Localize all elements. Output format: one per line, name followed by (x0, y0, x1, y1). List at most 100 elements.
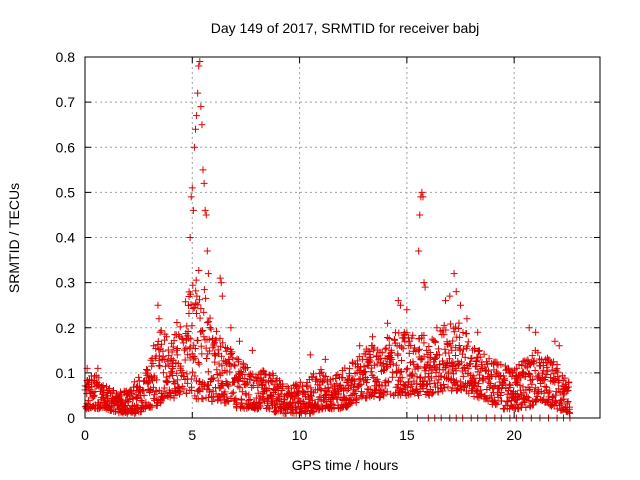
data-point (173, 319, 181, 327)
data-point (201, 380, 209, 388)
data-point (367, 368, 375, 376)
data-points (81, 58, 574, 422)
data-point (498, 397, 506, 405)
data-point (216, 334, 224, 342)
data-point (269, 370, 277, 378)
data-point (261, 370, 269, 378)
data-point (197, 305, 205, 313)
data-point (192, 125, 200, 133)
data-point (155, 315, 163, 323)
data-point (461, 353, 469, 361)
data-point (137, 396, 145, 404)
data-point (425, 342, 433, 350)
data-point (437, 372, 445, 380)
data-point (321, 355, 329, 363)
data-point (190, 352, 198, 360)
data-point (184, 327, 192, 335)
y-axis-title: SRMTID / TECUs (6, 183, 22, 293)
data-point (555, 342, 563, 350)
y-tick-label: 0.8 (56, 49, 76, 65)
data-point (150, 342, 158, 350)
data-point (398, 374, 406, 382)
data-point (475, 347, 483, 355)
data-point (106, 384, 114, 392)
data-point (295, 388, 303, 396)
data-point (191, 392, 199, 400)
data-point (419, 193, 427, 201)
data-point (566, 403, 574, 411)
data-point (146, 373, 154, 381)
data-point (248, 346, 256, 354)
data-point (198, 328, 206, 336)
data-point (229, 388, 237, 396)
data-point (217, 397, 225, 405)
data-point (370, 392, 378, 400)
data-point (409, 331, 417, 339)
data-point (200, 308, 208, 316)
data-point (442, 326, 450, 334)
x-tick-label: 15 (399, 427, 415, 443)
data-point (358, 393, 366, 401)
data-point (452, 367, 460, 375)
data-point (403, 384, 411, 392)
data-point (230, 361, 238, 369)
data-point (441, 345, 449, 353)
data-point (555, 385, 563, 393)
data-point (392, 361, 400, 369)
data-point (523, 393, 531, 401)
data-point (225, 382, 233, 390)
data-point (219, 339, 227, 347)
data-point (193, 310, 201, 318)
data-point (241, 375, 249, 383)
data-point (420, 279, 428, 287)
data-point (236, 337, 243, 345)
data-point (266, 405, 274, 413)
data-point (415, 247, 423, 255)
data-point (160, 384, 168, 392)
data-point (219, 382, 227, 390)
data-point (525, 397, 533, 405)
data-point (163, 333, 171, 341)
data-point (415, 345, 423, 353)
data-point (415, 391, 423, 399)
data-point (403, 329, 411, 337)
data-point (237, 368, 245, 376)
data-point (315, 406, 323, 414)
data-point (394, 297, 402, 305)
data-point (267, 376, 275, 384)
data-point (531, 367, 539, 375)
data-point (526, 385, 534, 393)
data-point (120, 402, 128, 410)
data-point (195, 296, 203, 304)
data-point (242, 390, 250, 398)
data-point (467, 355, 475, 363)
data-point (474, 328, 482, 336)
data-point (440, 384, 448, 392)
data-point (149, 360, 157, 368)
data-point (408, 334, 416, 342)
data-point (459, 328, 467, 336)
data-point (173, 346, 181, 354)
data-point (90, 392, 98, 400)
data-point (525, 324, 533, 332)
data-point (187, 193, 195, 201)
data-point (175, 384, 183, 392)
data-point (227, 350, 235, 358)
data-point (459, 372, 467, 380)
data-point (249, 370, 257, 378)
data-point (355, 376, 363, 384)
data-point (405, 349, 413, 357)
data-point (112, 390, 120, 398)
data-point (169, 362, 177, 370)
data-point (282, 409, 290, 417)
data-point (431, 338, 439, 346)
data-point (331, 389, 339, 397)
data-point (513, 400, 521, 408)
data-point (199, 166, 207, 174)
data-point (168, 348, 176, 356)
data-point (187, 335, 195, 343)
data-point (246, 396, 254, 404)
data-point (173, 351, 181, 359)
data-point (444, 340, 452, 348)
data-point (463, 342, 471, 350)
